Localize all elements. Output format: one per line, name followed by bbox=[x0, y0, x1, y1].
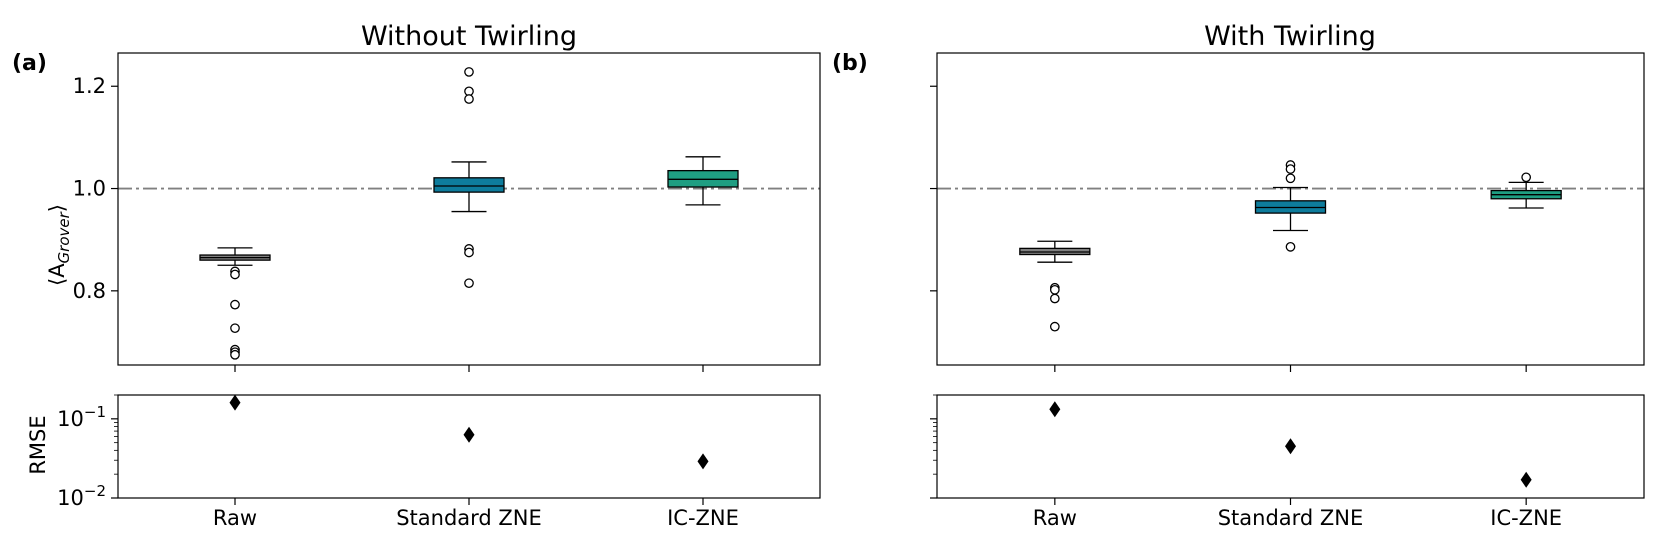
outlier-point bbox=[230, 299, 240, 310]
panel-b-rmse-axes: Raw Standard ZNE IC-ZNE bbox=[930, 394, 1645, 530]
x-tick-label: Standard ZNE bbox=[396, 506, 542, 530]
box-standard-zne bbox=[433, 177, 505, 193]
y-tick-label: 1.0 bbox=[73, 177, 106, 201]
outlier-point bbox=[464, 94, 474, 104]
panel-b-title: With Twirling bbox=[1204, 21, 1376, 52]
plot-frame bbox=[936, 52, 1645, 366]
y-tick-label: 10−1 bbox=[57, 403, 106, 431]
outlier-point bbox=[464, 67, 474, 77]
plot-frame bbox=[936, 394, 1645, 499]
outlier-point bbox=[230, 323, 240, 334]
outlier-point bbox=[1521, 172, 1532, 183]
panel-a-rmse-ylabel: RMSE bbox=[26, 415, 50, 474]
x-tick-label: Raw bbox=[213, 506, 257, 530]
y-tick-label: 1.2 bbox=[73, 74, 106, 98]
panel-a-rmse-axes: 10−2 10−1 Raw Standard ZNE IC-ZNE bbox=[57, 394, 821, 530]
outlier-point bbox=[1049, 284, 1060, 295]
outlier-point bbox=[1285, 173, 1296, 184]
outlier-point bbox=[230, 269, 240, 280]
panel-b-boxplot-axes bbox=[930, 52, 1645, 372]
plot-frame bbox=[117, 394, 821, 499]
rmse-marker bbox=[1285, 438, 1296, 455]
y-tick-label: 0.8 bbox=[73, 279, 106, 303]
rmse-marker bbox=[697, 453, 709, 470]
rmse-marker bbox=[463, 426, 475, 443]
y-tick-label: 10−2 bbox=[57, 482, 106, 510]
panel-a-ylabel: ⟨AGrover⟩ bbox=[45, 204, 73, 286]
outlier-point bbox=[1049, 293, 1060, 304]
panel-a-title: Without Twirling bbox=[361, 21, 577, 52]
outlier-point bbox=[464, 278, 474, 289]
panel-b-label: (b) bbox=[832, 51, 868, 76]
rmse-marker bbox=[1520, 471, 1532, 488]
x-tick-label: Standard ZNE bbox=[1218, 506, 1364, 530]
rmse-marker bbox=[229, 394, 241, 411]
outlier-point bbox=[1285, 164, 1296, 174]
outlier-point bbox=[1049, 321, 1060, 332]
rmse-marker bbox=[1049, 401, 1061, 418]
outlier-point bbox=[230, 349, 240, 360]
panel-a-boxplot-axes: 0.8 1.0 1.2 bbox=[73, 52, 821, 372]
x-tick-label: Raw bbox=[1033, 506, 1077, 530]
outlier-point bbox=[1285, 241, 1296, 252]
panel-a-label: (a) bbox=[12, 51, 47, 76]
x-tick-label: IC-ZNE bbox=[1490, 506, 1562, 530]
plot-frame bbox=[117, 52, 821, 366]
outlier-point bbox=[464, 247, 474, 258]
x-tick-label: IC-ZNE bbox=[667, 506, 739, 530]
